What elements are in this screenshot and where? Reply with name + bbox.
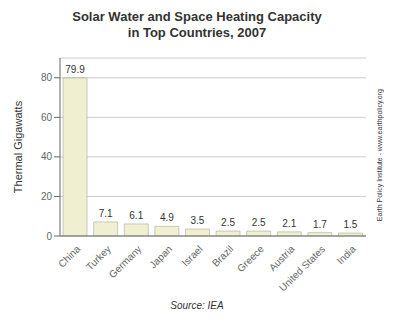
svg-text:Thermal Gigawatts: Thermal Gigawatts xyxy=(12,100,24,193)
svg-text:Germany: Germany xyxy=(107,243,144,280)
svg-text:1.7: 1.7 xyxy=(313,219,327,230)
html-text:Earth Policy Institute - www.e: Earth Policy Institute - www.earthpolicy… xyxy=(375,88,383,222)
svg-text:20: 20 xyxy=(41,191,53,202)
svg-text:United States: United States xyxy=(277,243,327,293)
svg-text:2.5: 2.5 xyxy=(221,217,235,228)
svg-text:7.1: 7.1 xyxy=(99,208,113,219)
svg-text:Austria: Austria xyxy=(267,243,297,273)
svg-text:2.5: 2.5 xyxy=(252,217,266,228)
svg-text:4.9: 4.9 xyxy=(160,212,174,223)
svg-text:Brazil: Brazil xyxy=(210,243,235,268)
svg-text:0: 0 xyxy=(46,231,52,242)
html-text:in Top Countries, 2007: in Top Countries, 2007 xyxy=(127,25,267,40)
svg-text:Japan: Japan xyxy=(147,243,174,270)
svg-text:60: 60 xyxy=(41,112,53,123)
svg-text:China: China xyxy=(56,243,83,270)
svg-text:Greece: Greece xyxy=(235,243,266,274)
svg-text:80: 80 xyxy=(41,72,53,83)
svg-text:3.5: 3.5 xyxy=(191,215,205,226)
svg-text:2.1: 2.1 xyxy=(282,218,296,229)
svg-text:79.9: 79.9 xyxy=(65,64,85,75)
svg-text:Turkey: Turkey xyxy=(84,243,113,272)
svg-text:India: India xyxy=(335,243,358,266)
svg-text:Israel: Israel xyxy=(180,243,205,268)
svg-text:40: 40 xyxy=(41,151,53,162)
svg-text:1.5: 1.5 xyxy=(344,219,358,230)
html-text:Solar Water and Space Heating: Solar Water and Space Heating Capacity xyxy=(72,9,322,24)
html-text:Source: IEA: Source: IEA xyxy=(170,300,224,311)
svg-text:6.1: 6.1 xyxy=(129,210,143,221)
